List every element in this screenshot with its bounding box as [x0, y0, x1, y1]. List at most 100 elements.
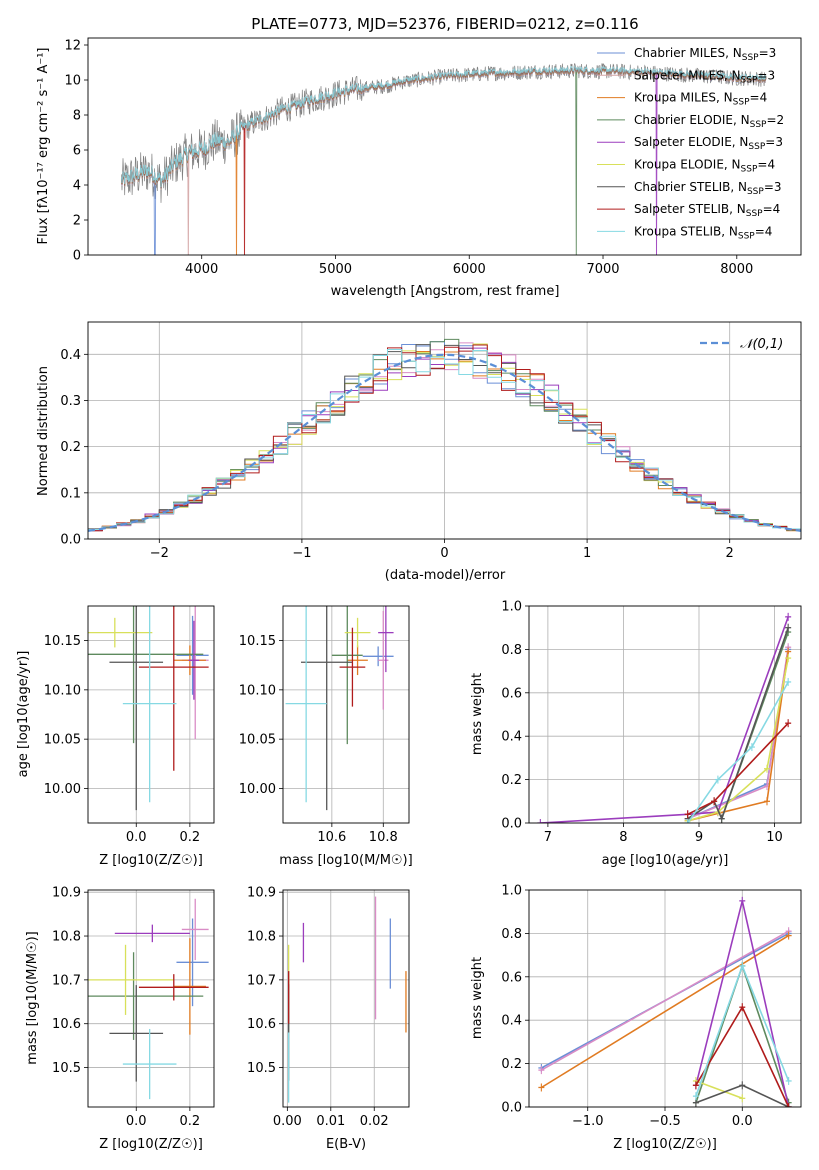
legend-text: =3 [757, 68, 775, 82]
axes-frame [87, 605, 215, 824]
y-tick-label: 0.6 [501, 686, 522, 701]
axes-frame [282, 605, 410, 824]
weight-series-line [687, 657, 789, 822]
y-tick-label: 10.5 [52, 1061, 81, 1076]
y-tick-label: 10.00 [239, 782, 276, 797]
legend-text: =3 [759, 46, 777, 60]
legend-label: Kroupa STELIB, NSSP=4 [634, 224, 772, 241]
x-axis-label: E(B-V) [326, 1137, 366, 1152]
legend-text: Kroupa ELODIE, N [634, 158, 741, 172]
y-tick-label: 0.3 [60, 394, 81, 409]
x-axis-label: mass [log10(M/M☉)] [279, 853, 412, 868]
y-axis-label: age [log10(age/yr)] [16, 651, 31, 778]
legend-label: Salpeter ELODIE, NSSP=3 [634, 135, 783, 152]
y-tick-label: 0.1 [60, 486, 81, 501]
chart-massweight_vs_age: 7 8 9 10 0.0 0.2 0.4 0.6 0.8 1.0 age [log10(age/yr… [470, 600, 802, 868]
y-tick-label: 10.7 [247, 973, 276, 988]
legend-label: Salpeter STELIB, NSSP=4 [634, 202, 780, 219]
legend-text: =2 [766, 113, 784, 127]
y-tick-label: 10.5 [247, 1061, 276, 1076]
y-tick-label: 0.2 [501, 773, 522, 788]
axes-frame [87, 37, 802, 256]
legend-subscript: SSP [738, 231, 755, 241]
y-tick-label: 0.2 [60, 440, 81, 455]
x-tick-label: 0.0 [732, 1114, 753, 1129]
x-tick-label: 10 [766, 830, 783, 845]
y-tick-label: 10.10 [239, 683, 276, 698]
spectrum-lines [120, 63, 767, 255]
error-bars [88, 606, 209, 811]
legend-label: Chabrier STELIB, NSSP=3 [634, 180, 782, 197]
y-tick-label: 0.4 [501, 1014, 522, 1029]
axes-frame [528, 889, 802, 1108]
y-axis-label: mass weight [470, 673, 485, 755]
y-tick-label: 0.0 [501, 1101, 522, 1116]
x-tick-label: 8 [619, 830, 627, 845]
error-bars [287, 896, 407, 1103]
weight-series-line [541, 930, 789, 1071]
error-bars [88, 898, 209, 1100]
chart-residuals: −2 −1 0 1 2 0.0 0.1 0.2 0.3 0.4 (data-model)/error… [36, 321, 802, 583]
x-axis-label: age [log10(age/yr)] [602, 853, 729, 868]
y-axis-label: mass weight [470, 957, 485, 1039]
x-tick-label: −2 [150, 546, 169, 561]
legend-text: Chabrier ELODIE, N [634, 113, 750, 127]
y-tick-label: 0.4 [501, 730, 522, 745]
x-axis-label: (data-model)/error [385, 568, 506, 583]
y-tick-label: 10.15 [239, 634, 276, 649]
y-tick-label: 1.0 [501, 884, 522, 899]
x-tick-label: 4000 [185, 262, 218, 277]
normal-reference-curve [88, 353, 801, 532]
legend-text: =4 [750, 91, 768, 105]
x-tick-label: −1 [292, 546, 311, 561]
weight-series-line [695, 1080, 743, 1100]
x-tick-label: 0.0 [126, 830, 147, 845]
legend-label: Chabrier MILES, NSSP=3 [634, 46, 776, 63]
histogram-series [88, 349, 801, 530]
y-tick-label: 0.0 [501, 817, 522, 832]
weight-lines [537, 612, 792, 823]
chart-massweight_vs_Z: −1.0 −0.5 0.0 0.0 0.2 0.4 0.6 0.8 1.0 Z [log10(Z/… [470, 884, 802, 1152]
chart-mass_vs_Z: 0.0 0.2 10.5 10.6 10.7 10.8 10.9 Z [log10(Z/Z☉)… [25, 886, 215, 1152]
x-tick-label: 7 [544, 830, 552, 845]
y-tick-label: 0.8 [501, 927, 522, 942]
legend-text: Salpeter STELIB, N [634, 202, 746, 216]
y-tick-label: 0.4 [60, 348, 81, 363]
legend-subscript: SSP [742, 53, 759, 63]
y-axis-label: Flux [fλ10⁻¹⁷ erg cm⁻² s⁻¹ A⁻¹] [36, 48, 51, 245]
legend-text: Kroupa STELIB, N [634, 224, 738, 238]
legend-subscript: SSP [748, 142, 765, 152]
legend-text: =4 [755, 224, 773, 238]
y-tick-label: 10.8 [247, 930, 276, 945]
y-tick-label: 10.8 [52, 930, 81, 945]
legend-subscript: SSP [746, 209, 763, 219]
y-tick-label: 10.9 [52, 886, 81, 901]
y-tick-label: 0.2 [501, 1057, 522, 1072]
legend-text: =3 [764, 180, 782, 194]
axes-frame [528, 605, 802, 824]
x-tick-label: 0.02 [360, 1114, 389, 1129]
legend-text: Chabrier MILES, N [634, 46, 742, 60]
y-tick-label: 0.6 [501, 970, 522, 985]
legend-label: 𝒩(0,1) [740, 337, 783, 352]
x-tick-label: 6000 [453, 262, 486, 277]
legend-text: Salpeter ELODIE, N [634, 135, 748, 149]
legend-text: Chabrier STELIB, N [634, 180, 747, 194]
x-tick-label: −0.5 [649, 1114, 681, 1129]
legend-subscript: SSP [741, 75, 758, 85]
legend-text: =4 [763, 202, 781, 216]
legend-text: Salpeter MILES, N [634, 68, 741, 82]
x-axis-label: wavelength [Angstrom, rest frame] [331, 284, 560, 299]
x-tick-label: 0.01 [316, 1114, 345, 1129]
chart-spectrum: 4000 5000 6000 7000 8000 0 2 4 6 8 10 12 PLATE=0773,… [36, 15, 802, 299]
y-axis-label: Normed distribution [36, 366, 51, 496]
x-tick-label: 0 [440, 546, 448, 561]
x-tick-label: 0.2 [180, 1114, 201, 1129]
y-tick-label: 2 [73, 214, 81, 229]
weight-series-line [687, 627, 789, 821]
y-tick-label: 8 [73, 109, 81, 124]
chart-age_vs_mass: 10.6 10.8 10.00 10.05 10.10 10.15 mass [log10(… [239, 605, 413, 868]
axes-frame [282, 889, 410, 1108]
y-tick-label: 0.8 [501, 643, 522, 658]
